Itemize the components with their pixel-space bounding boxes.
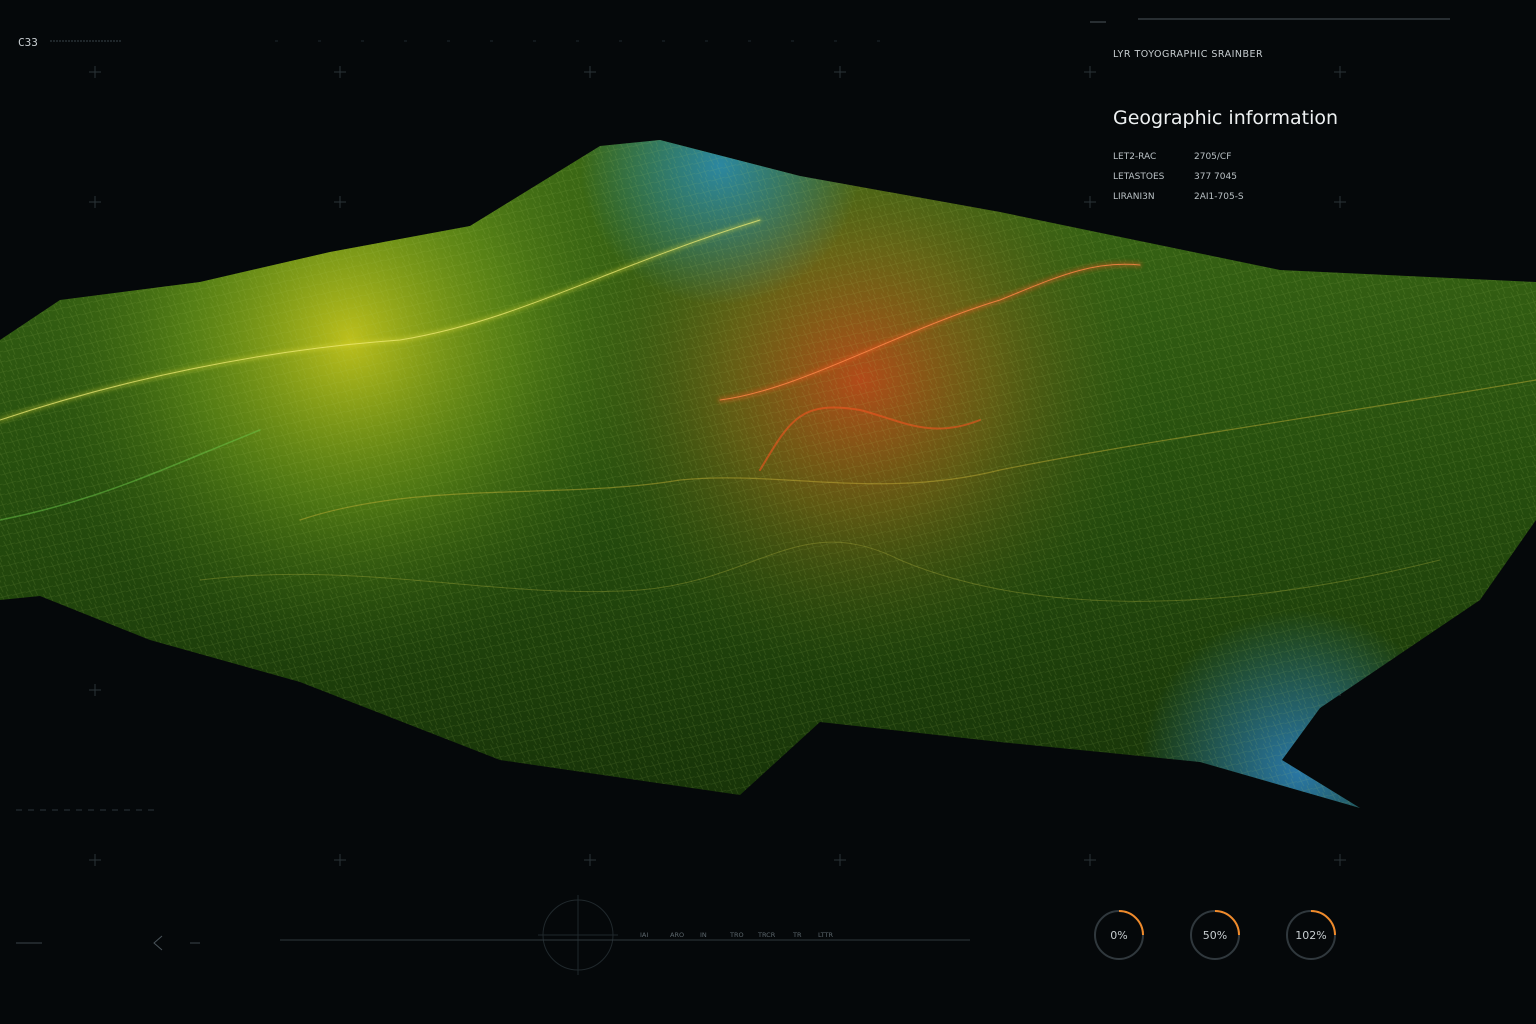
grid-cross [1084,66,1096,78]
timeline-label: IAI [640,931,648,939]
info-value: 2AI1-705-S [1194,192,1244,202]
timeline-label: LTTR [818,931,834,939]
timeline-ticks: IAI ARO IN TRO TRCR TR LTTR [640,931,834,939]
gauge-arc [1118,910,1144,936]
timeline-label: TR [792,931,802,939]
grid-cross [334,66,346,78]
grid-cross [1084,854,1096,866]
grid-cross [89,854,101,866]
grid-cross [334,196,346,208]
info-value: 2705/CF [1194,152,1231,162]
grid-cross [584,66,596,78]
gauges: 0% 50% 102% [1094,910,1336,960]
timeline-label: IN [700,931,707,939]
grid-cross [1334,66,1346,78]
panel-subtitle: LYR TOYOGRAPHIC SRAINBER [1113,49,1263,60]
gauge-label: 102% [1295,929,1326,942]
info-key: LETASTOES [1113,172,1165,182]
panel-title: Geographic information [1113,107,1338,129]
gauge-label: 0% [1110,929,1127,942]
grid-cross [1334,196,1346,208]
gauge-label: 50% [1203,929,1227,942]
back-arrow[interactable] [153,935,163,951]
terrain-mesh [0,140,1536,808]
gauge-arc [1310,910,1336,936]
grid-cross [834,854,846,866]
grid-cross [584,854,596,866]
timeline-label: ARO [670,931,684,939]
grid-cross [89,66,101,78]
grid-cross [334,854,346,866]
info-key: LET2-RAC [1113,152,1156,162]
screen-code: C33 [18,36,38,49]
grid-cross [89,684,101,696]
timeline-label: TRO [729,931,744,939]
grid-cross [89,196,101,208]
grid-cross [1084,196,1096,208]
info-key: LIRANI3N [1113,192,1155,202]
info-value: 377 7045 [1194,172,1237,182]
gauge-arc [1214,910,1240,936]
grid-cross [834,66,846,78]
timeline-label: TRCR [757,931,776,939]
grid-cross [1334,854,1346,866]
info-rows: LET2-RAC 2705/CF LETASTOES 377 7045 LIRANI3N… [1113,152,1244,202]
